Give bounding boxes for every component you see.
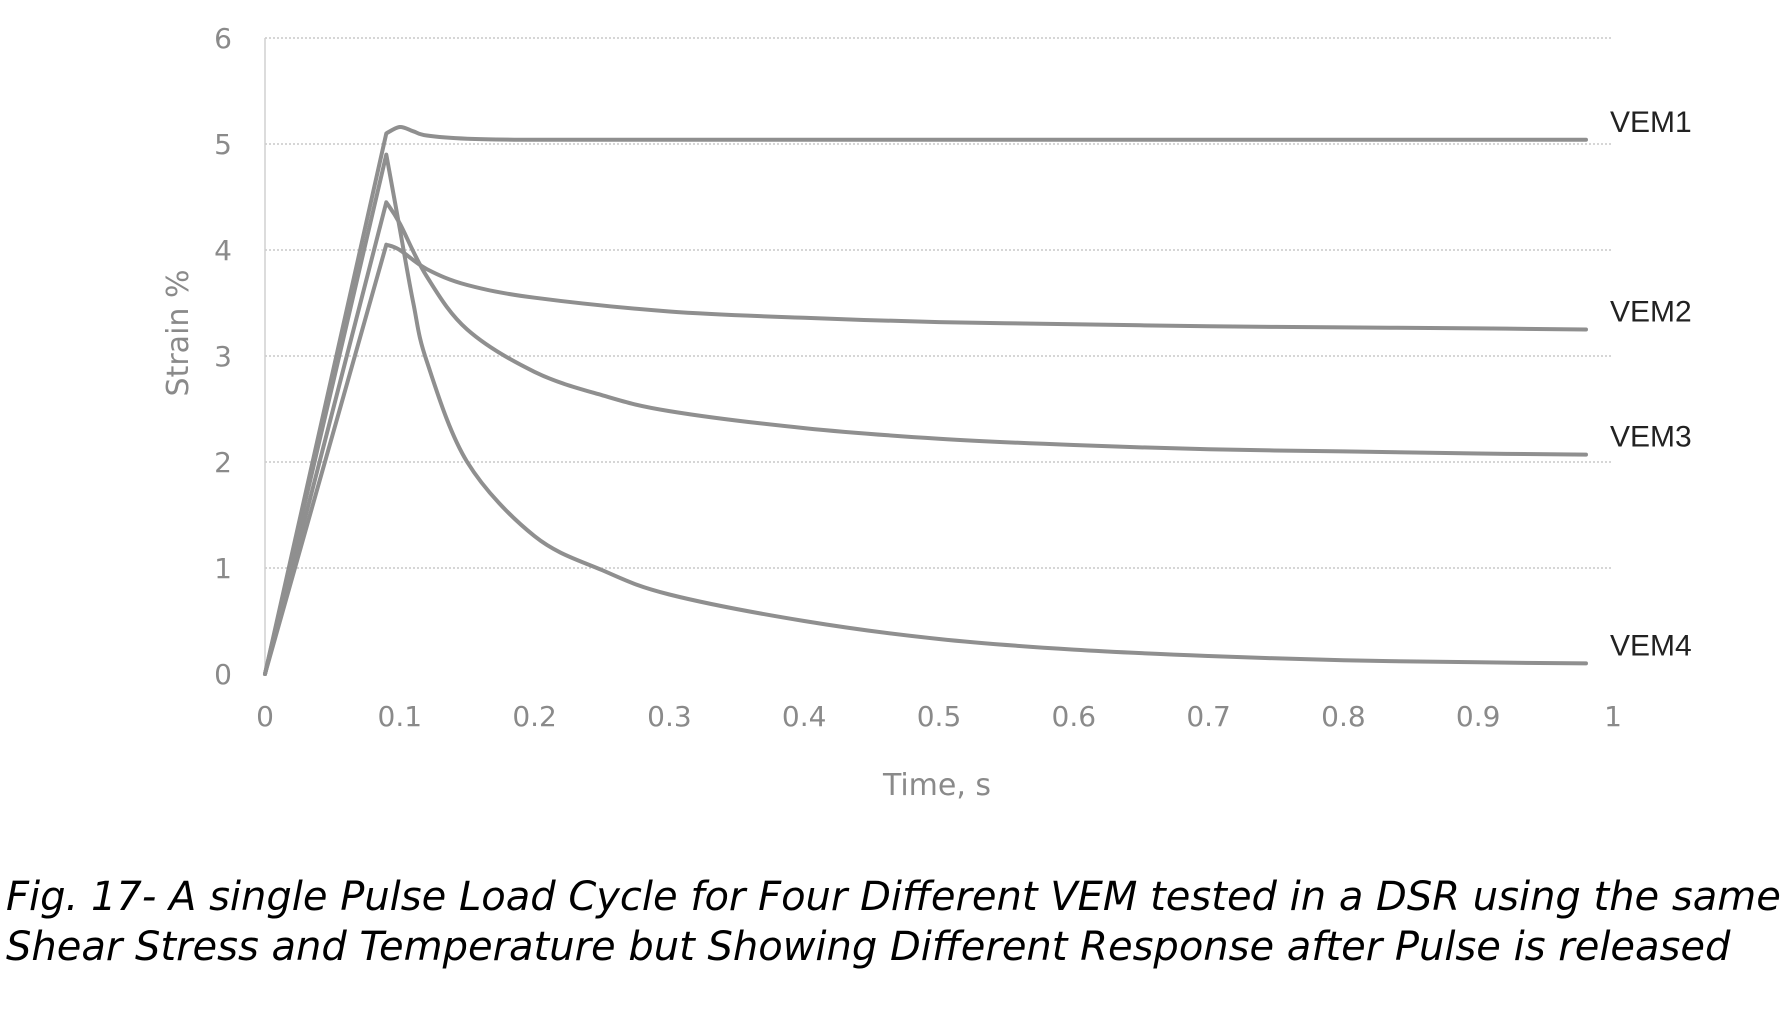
x-axis-label: Time, s [882, 768, 991, 803]
series-line-vem2 [263, 242, 1588, 676]
caption-line-2: Shear Stress and Temperature but Showing… [6, 924, 1731, 970]
y-tick-label: 2 [214, 446, 232, 479]
series-line-vem4 [263, 152, 1588, 676]
y-tick-labels: 0 1 2 3 4 5 6 [214, 22, 232, 691]
series-line-vem3 [263, 200, 1588, 676]
x-tick-label: 0.3 [647, 700, 692, 733]
y-tick-label: 1 [214, 552, 232, 585]
series-label-vem4: VEM4 [1610, 629, 1692, 662]
x-tick-label: 0.8 [1321, 700, 1366, 733]
y-tick-label: 5 [214, 128, 232, 161]
series-label-vem3: VEM3 [1610, 421, 1692, 454]
x-tick-label: 0.7 [1186, 700, 1231, 733]
x-tick-label: 0.9 [1456, 700, 1501, 733]
x-tick-label: 0.2 [512, 700, 557, 733]
series-label-vem1: VEM1 [1610, 106, 1692, 139]
y-tick-label: 3 [214, 340, 232, 373]
strain-time-chart: 0 1 2 3 4 5 6 0 0.1 0.2 0.3 0.4 0.5 0.6 0.7 0.8 0.9 1 VE… [161, 22, 1692, 803]
caption-line-1: Fig. 17- A single Pulse Load Cycle for F… [6, 874, 1781, 920]
series-line-vem1 [263, 124, 1588, 676]
x-tick-label: 0.6 [1052, 700, 1097, 733]
x-tick-labels: 0 0.1 0.2 0.3 0.4 0.5 0.6 0.7 0.8 0.9 1 [256, 700, 1622, 733]
series-lines [263, 124, 1588, 676]
x-tick-label: 0.5 [917, 700, 962, 733]
x-tick-label: 1 [1604, 700, 1622, 733]
series-labels: VEM1 VEM2 VEM3 VEM4 [1610, 106, 1692, 663]
x-tick-label: 0 [256, 700, 274, 733]
y-axis-label: Strain % [161, 270, 196, 397]
figure-caption: Fig. 17- A single Pulse Load Cycle for F… [6, 872, 1782, 972]
y-tick-label: 6 [214, 22, 232, 55]
y-tick-label: 4 [214, 234, 232, 267]
x-tick-label: 0.4 [782, 700, 827, 733]
y-tick-label: 0 [214, 658, 232, 691]
x-tick-label: 0.1 [378, 700, 423, 733]
series-label-vem2: VEM2 [1610, 296, 1692, 329]
gridlines [265, 37, 1613, 569]
